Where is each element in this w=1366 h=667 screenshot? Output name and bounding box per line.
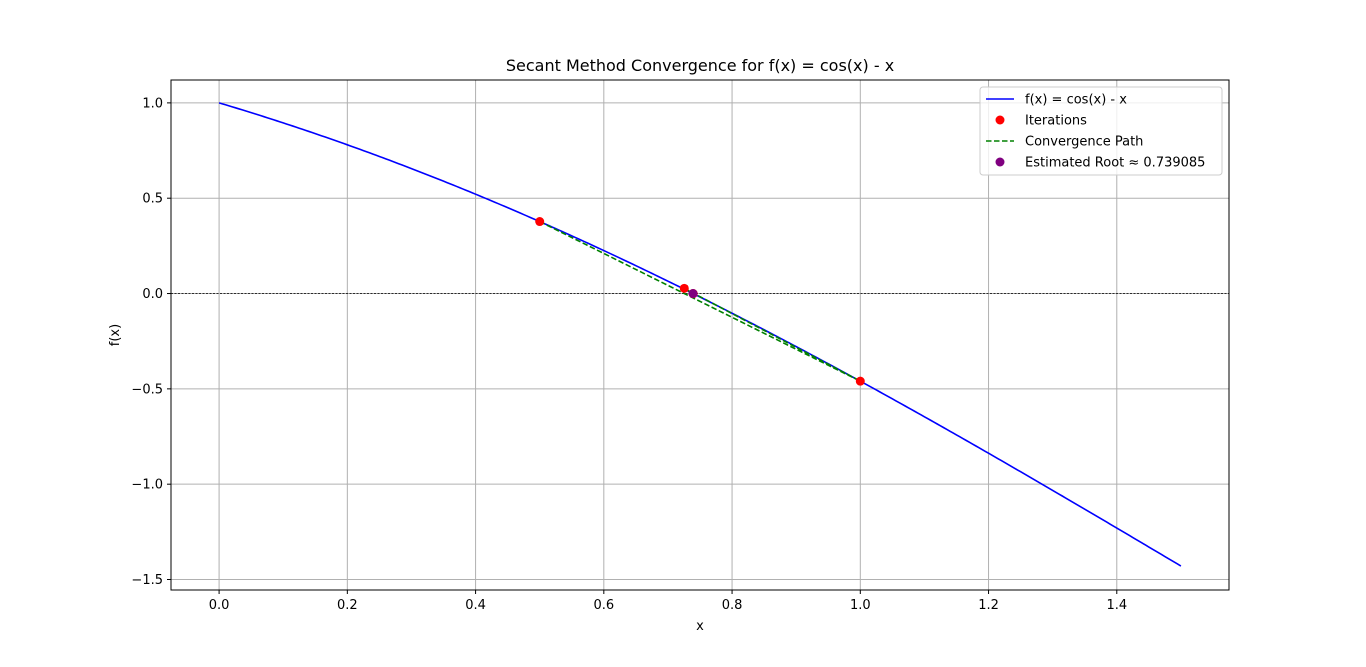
chart-title: Secant Method Convergence for f(x) = cos…	[506, 56, 894, 75]
x-tick-label: 0.4	[465, 598, 486, 613]
y-tick-label: −1.0	[131, 478, 163, 493]
x-tick-label: 1.0	[850, 598, 871, 613]
legend-label: Estimated Root ≈ 0.739085	[1025, 156, 1205, 171]
legend-swatch-marker	[995, 157, 1005, 167]
iteration-point	[855, 376, 865, 386]
iteration-point	[679, 283, 689, 293]
estimated-root-point	[688, 289, 698, 299]
x-tick-label: 0.8	[722, 598, 743, 613]
legend-label: Convergence Path	[1025, 135, 1143, 150]
legend-swatch-marker	[995, 115, 1005, 125]
plot-series	[218, 102, 1182, 567]
x-tick-label: 1.4	[1106, 598, 1127, 613]
y-axis-label: f(x)	[108, 324, 123, 346]
iteration-point	[535, 217, 545, 227]
legend-label: Iterations	[1025, 114, 1087, 129]
plot-frame	[170, 79, 1230, 591]
legend-box	[979, 86, 1223, 176]
x-tick-label: 0.0	[209, 598, 230, 613]
legend: f(x) = cos(x) - x Iterations Convergence P…	[979, 86, 1223, 176]
y-tick-label: 0.0	[142, 287, 163, 302]
x-axis-label: x	[696, 619, 704, 634]
y-tick-label: −1.5	[131, 573, 163, 588]
x-tick-label: 1.2	[978, 598, 999, 613]
axis-ticks: 0.0 0.2 0.4 0.6 0.8 1.0 1.2 1.4 1.0 0.5 0.0 −0.5 −1.…	[131, 96, 1127, 613]
x-tick-label: 0.6	[593, 598, 614, 613]
legend-label: f(x) = cos(x) - x	[1025, 93, 1127, 108]
y-tick-label: −0.5	[131, 382, 163, 397]
x-tick-label: 0.2	[337, 598, 358, 613]
y-tick-label: 0.5	[142, 192, 163, 207]
y-tick-label: 1.0	[142, 96, 163, 111]
